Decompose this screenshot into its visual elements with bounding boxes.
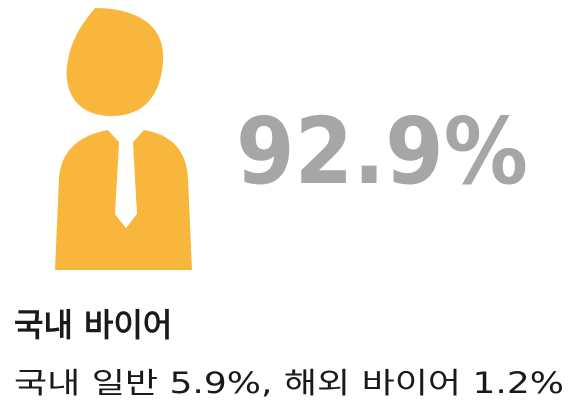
person-icon [55, 8, 192, 270]
head [66, 8, 164, 116]
headline: 92.9% [236, 98, 528, 205]
collar [108, 130, 144, 150]
detail: 국내 일반 5.9%, 해외 바이어 1.2% [14, 366, 564, 400]
tie [115, 143, 137, 228]
label: 국내 바이어 [14, 306, 172, 344]
